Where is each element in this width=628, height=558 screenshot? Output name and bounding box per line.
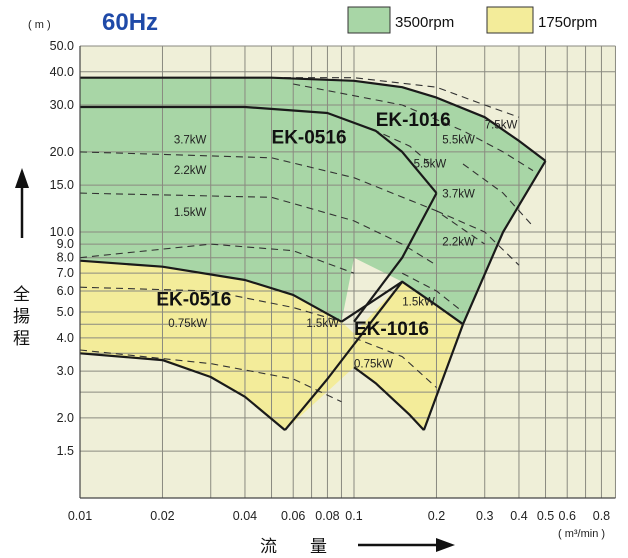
y-tick-label: 20.0 (50, 145, 74, 159)
power-label: 2.2kW (174, 165, 207, 177)
x-tick-label: 0.4 (510, 509, 527, 523)
dashed-line-1.5kW (79, 243, 355, 274)
y-axis-title: 全 揚 程 (13, 168, 30, 348)
curve-EK-1016-3500rpm (461, 160, 547, 325)
x-tick-label: 0.3 (476, 509, 493, 523)
power-label: 5.5kW (414, 158, 447, 170)
power-label: 0.75kW (354, 358, 393, 370)
x-unit-label: ( m³/min ) (558, 528, 605, 540)
y-unit-label: ( m ) (28, 19, 51, 31)
power-label: 0.75kW (168, 318, 207, 330)
power-label: 1.5kW (402, 296, 435, 308)
legend-label-3500rpm: 3500rpm (395, 14, 454, 31)
x-axis-title: 流 量 (260, 537, 455, 556)
y-tick-label: 30.0 (50, 98, 74, 112)
x-tick-label: 0.02 (150, 509, 174, 523)
dashed-line-0.75kW (353, 337, 437, 389)
dashed-line-2.2kW (79, 192, 437, 266)
dashed-line-2.2kW (436, 210, 520, 266)
legend-swatch-3500rpm (347, 6, 391, 34)
dashed-line-5.5kW (293, 83, 534, 172)
x-tick-label: 0.8 (593, 509, 610, 523)
y-tick-label: 7.0 (57, 266, 74, 280)
plot-area: 50.0 40.0 30.0 20.0 15.0 10.09.08.07.0 6.0 5.0 4… (50, 39, 616, 523)
y-tick-label: 5.0 (57, 305, 74, 319)
y-tick-label: 2.0 (57, 411, 74, 425)
dashed-line-1.5kW (401, 272, 464, 313)
x-tick-label: 0.6 (559, 509, 576, 523)
dashed-line-3.7kW (462, 163, 534, 227)
dashed-line-1.5kW (79, 286, 342, 323)
x-tick-label: 0.1 (345, 509, 362, 523)
power-label: 1.5kW (174, 207, 207, 219)
y-tick-label: 4.0 (57, 331, 74, 345)
power-label: 7.5kW (485, 119, 518, 131)
y-tick-label: 40.0 (50, 65, 74, 79)
legend-label-1750rpm: 1750rpm (538, 14, 597, 31)
curve-EK-1016-3500rpm (80, 76, 547, 162)
y-tick-label: 15.0 (50, 178, 74, 192)
power-label: 3.7kW (174, 135, 207, 147)
curve-EK-0516-1750rpm (284, 281, 404, 431)
x-tick-label: 0.04 (233, 509, 257, 523)
y-tick-label: 8.0 (57, 251, 74, 265)
curve-EK-0516-3500rpm (80, 105, 438, 194)
model-label: EK-0516 (156, 289, 231, 310)
curve-EK-0516-1750rpm (79, 259, 343, 323)
x-tick-label: 0.08 (315, 509, 339, 523)
curve-EK-1016-1750rpm (422, 323, 465, 431)
region-green (80, 77, 546, 325)
x-tick-label: 0.5 (537, 509, 554, 523)
model-label: EK-0516 (272, 128, 347, 149)
power-label: 2.2kW (442, 236, 475, 248)
model-label: EK-1016 (354, 319, 429, 340)
dashed-line-3.7kW (79, 151, 486, 245)
model-label: EK-1016 (376, 110, 451, 131)
curve-EK-1016-1750rpm (353, 366, 425, 431)
x-axis-title-char-1: 流 (260, 537, 277, 556)
x-tick-label: 0.01 (68, 509, 92, 523)
y-tick-label: 3.0 (57, 364, 74, 378)
y-tick-label: 9.0 (57, 237, 74, 251)
power-label: 3.7kW (442, 188, 475, 200)
x-tick-label: 0.2 (428, 509, 445, 523)
y-tick-label: 1.5 (57, 444, 74, 458)
power-label: 5.5kW (442, 135, 475, 147)
y-tick-label: 6.0 (57, 284, 74, 298)
x-axis-title-char-2: 量 (310, 537, 327, 556)
y-tick-label: 50.0 (50, 39, 74, 53)
power-label: 1.5kW (306, 318, 339, 330)
curve-EK-0516-1750rpm (79, 352, 286, 431)
curve-EK-0516-3500rpm (353, 192, 438, 323)
curve-EK-1016-1750rpm (340, 280, 464, 326)
x-tick-label: 0.06 (281, 509, 305, 523)
y-axis-title-char-2: 揚 (13, 307, 30, 326)
y-axis-title-char-3: 程 (13, 329, 30, 348)
y-axis-title-char-1: 全 (13, 285, 30, 304)
legend-swatch-1750rpm (486, 6, 534, 34)
y-tick-label: 10.0 (50, 225, 74, 239)
frequency-label: 60Hz (102, 9, 158, 36)
